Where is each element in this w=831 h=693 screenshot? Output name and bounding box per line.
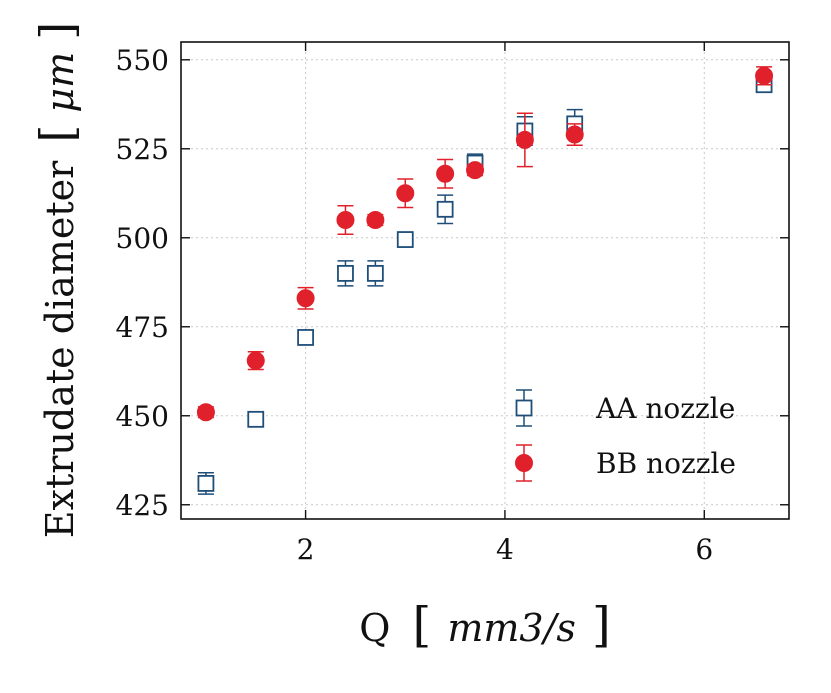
circle-marker [366,210,385,229]
data-point [366,210,385,229]
data-point [565,123,584,146]
square-marker [436,200,454,218]
square-marker [197,475,215,492]
data-point [296,286,315,310]
y-axis-units-open-bracket: [ [30,125,84,143]
y-tick-label: 450 [116,400,169,433]
y-axis-title: Extrudate diameter [ μm ] [30,22,84,538]
square-marker [247,410,265,428]
square-marker [366,264,384,282]
data-point [246,350,265,371]
x-axis-units-open-bracket: [ [413,597,432,653]
data-point [336,204,355,235]
circle-marker [396,184,415,203]
y-tick-label: 550 [116,44,169,77]
y-axis-units: μm [38,52,82,113]
x-tick-label: 6 [695,533,713,566]
x-axis-label: Q [359,606,390,650]
data-point [396,178,415,209]
square-marker [297,329,314,346]
y-tick-label: 425 [116,489,169,522]
data-point [366,260,384,287]
y-tick-label: 500 [116,222,169,255]
legend-label: AA nozzle [595,392,735,425]
data-point [247,410,265,428]
x-axis-title: Q [ mm3/s ] [359,597,610,653]
data-point [396,231,414,248]
circle-marker [296,289,315,308]
plot-frame [180,41,790,520]
data-point [436,158,455,189]
grid-layer [181,42,789,519]
square-marker [337,264,354,282]
data-point [436,194,454,225]
axis-layer: 2 4 6 425 450 475 500 525 550 [116,41,790,566]
legend-label: BB nozzle [596,447,736,480]
circle-marker [336,210,355,229]
y-tick-label: 525 [116,133,169,166]
x-axis-units-close-bracket: ] [592,597,611,653]
y-axis-units-close-bracket: ] [30,22,84,40]
square-marker [396,231,414,248]
legend-marker [515,454,533,472]
x-tick-label: 4 [496,533,514,566]
data-point [197,471,215,495]
legend-marker [515,399,533,417]
data-point [196,403,215,422]
circle-marker [246,351,265,370]
data-point [755,66,774,86]
circle-marker [755,66,774,85]
series-aa-nozzle [197,76,773,495]
x-axis-units: mm3/s [447,606,576,650]
circle-marker [466,161,485,180]
circle-marker [565,125,584,144]
data-point [466,161,485,180]
series-bb-nozzle [196,66,774,422]
circle-marker [515,130,534,149]
data-point [297,329,314,346]
data-point [515,112,534,168]
y-tick-label: 475 [116,311,169,344]
data-layer [196,66,774,495]
data-point [337,260,354,287]
x-tick-label: 2 [297,533,315,566]
circle-marker [196,403,215,422]
circle-marker [436,164,455,183]
legend: AA nozzle BB nozzle [515,389,736,482]
legend-item-aa-nozzle: AA nozzle [515,389,735,427]
legend-item-bb-nozzle: BB nozzle [515,444,736,482]
y-axis-label: Extrudate diameter [38,160,82,538]
